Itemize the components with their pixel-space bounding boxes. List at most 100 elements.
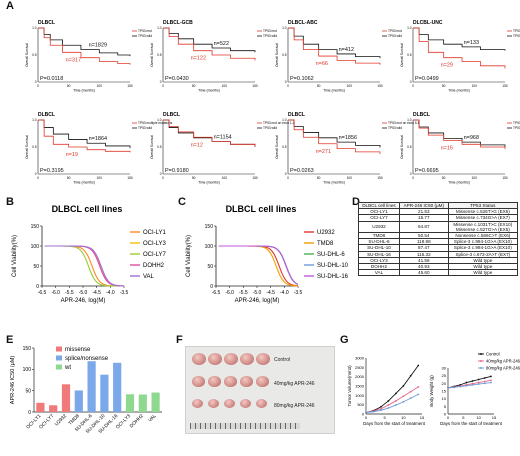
table-cell: Splice-3 c.994-1G>A (EX10) xyxy=(447,244,519,252)
km-ylabel: Overall Survival xyxy=(150,43,154,67)
table-cell: OCI-LY7 xyxy=(358,214,400,222)
dose-y-tick: 100 xyxy=(31,244,40,250)
weight-point xyxy=(490,381,492,384)
km-n-wild: n=968 xyxy=(464,135,479,141)
weight-point xyxy=(465,384,468,387)
weight-point xyxy=(477,378,480,381)
bar-y-tick: 150 xyxy=(23,346,32,352)
km-legend-wild: TP53 wild xyxy=(513,126,520,130)
weight-y-tick: 0 xyxy=(444,412,447,417)
growth-legend-dot-1 xyxy=(480,360,482,362)
table-cell: SU-DHL-10 xyxy=(358,244,400,252)
table-row: TMD8 50.54 Nonsense c.586C>T (EX6) xyxy=(358,231,519,240)
tumor-ylabel: Tumor Volume(mm3) xyxy=(347,365,352,407)
weight-line-0 xyxy=(447,375,492,389)
km-x-tick: 150 xyxy=(127,84,133,88)
bar-oci-ly1 xyxy=(36,402,45,412)
km-x-tick: 100 xyxy=(472,84,478,88)
km-title: DLBCL xyxy=(38,112,55,118)
table-row: OCI-LY1 21.53 Missense c.526T>G (EX5) xyxy=(358,208,519,216)
panel-label-g: G xyxy=(340,334,349,346)
dose-x-tick: -4.5 xyxy=(92,290,101,296)
km-x-tick: 50 xyxy=(442,176,446,180)
bar-x-tick: VAL xyxy=(147,413,158,424)
tumor-point xyxy=(380,407,382,410)
tumor-sample xyxy=(192,399,203,408)
km-ylabel: Overall Survival xyxy=(400,43,404,67)
km-y-tick: 0.5 xyxy=(407,145,412,149)
dose-legend-0: U2932 xyxy=(317,230,335,236)
panel-label-f: F xyxy=(176,334,183,346)
km-mut-curve xyxy=(38,27,131,65)
km-ylabel: Overall Survival xyxy=(275,43,279,67)
tumor-line-2 xyxy=(365,393,419,413)
table-cell: DOHH2 xyxy=(358,263,400,271)
km-title: DLBCL xyxy=(288,112,305,118)
tumor-xlabel: Days from the start of treatment xyxy=(363,421,426,426)
km-xlabel: Time (months) xyxy=(198,89,220,93)
km-ylabel: Overall Survival xyxy=(25,135,29,159)
km-title: DLBCL xyxy=(163,112,180,118)
km-title: DLBCL xyxy=(38,20,55,26)
weight-y-tick: 10 xyxy=(442,396,447,401)
tumor-sample xyxy=(256,353,270,365)
km-ylabel: Overall Survival xyxy=(400,135,404,159)
tumor-y-tick: 0 xyxy=(362,412,365,417)
weight-x-tick: 15 xyxy=(492,415,497,420)
tumor-y-tick: 1000 xyxy=(355,393,365,398)
dose-curve-2 xyxy=(44,245,124,287)
km-pvalue: P=0.9180 xyxy=(165,168,189,174)
table-cell: 45.60 xyxy=(398,269,449,277)
table-header-2: TP53 Status xyxy=(447,201,519,210)
tumor-sample xyxy=(208,376,221,387)
weight-point xyxy=(465,381,468,384)
km-y-tick: 1.0 xyxy=(32,118,37,122)
dose-x-tick: -6.5 xyxy=(38,290,47,296)
weight-point xyxy=(453,386,456,389)
km-xlabel: Time (months) xyxy=(448,89,470,93)
dose-y-tick: 100 xyxy=(205,244,214,250)
km-legend-wild: TP53 wild xyxy=(388,34,402,38)
weight-y-tick: 15 xyxy=(442,389,447,394)
tumor-point xyxy=(380,409,382,412)
dose-response-b: DLBCL cell lines -6.5 -6.0 -5.5 -5.0 -4.5 -4.0… xyxy=(12,204,167,304)
dose-x-tick: -4.5 xyxy=(266,290,275,296)
tumor-sample xyxy=(192,353,206,365)
table-cell: Nonsense c.586C>T (EX6) xyxy=(447,231,519,240)
km-mut-curve xyxy=(413,119,506,150)
weight-point xyxy=(477,381,480,384)
tumor-point xyxy=(402,385,405,387)
km-title: DLCBL-UNC xyxy=(413,20,443,26)
bar-oci-ly7 xyxy=(49,405,58,412)
km-n-wild: n=522 xyxy=(214,41,229,47)
km-ylabel: Overall Survival xyxy=(150,135,154,159)
weight-point xyxy=(483,380,486,383)
ic50-table: DLBCL cell lines APR-246 IC50 (μM) TP53 St… xyxy=(358,201,519,277)
km-y-tick: 0.5 xyxy=(282,145,287,149)
dose-response-c: DLBCL cell lines -6.5 -6.0 -5.5 -5.0 -4.5 -4.0… xyxy=(186,204,349,304)
table-row: SU-DHL-16 115.32 Splice-3 c.673-2A>T (EX7) xyxy=(358,250,519,258)
km-n-mut: n=15 xyxy=(441,146,453,152)
km-legend-wild: TP53 wild xyxy=(263,34,277,38)
km-x-tick: 150 xyxy=(127,176,133,180)
km-n-wild: n=133 xyxy=(464,40,479,46)
km-y-tick: 0 xyxy=(35,172,37,176)
km-x-tick: 100 xyxy=(347,176,353,180)
table-cell: TMD8 xyxy=(358,231,400,240)
km-pvalue: P=0.0499 xyxy=(415,76,439,82)
km-xlabel: Time (months) xyxy=(198,181,220,185)
km-x-tick: 0 xyxy=(412,176,414,180)
tumor-photo: Control 40mg/kg APR-246 80mg/kg APR-246 xyxy=(185,346,335,434)
km-x-tick: 100 xyxy=(97,176,103,180)
dose-x-tick: -6.0 xyxy=(51,290,60,296)
tumor-y-tick: 500 xyxy=(357,402,364,407)
dose-legend-2: SU-DHL-6 xyxy=(317,252,345,258)
km-plot-1: DLBCL-GCB 0 50 100 150 0 0.5 1.0 Time (months) Ov… xyxy=(150,20,277,93)
km-x-tick: 0 xyxy=(162,176,164,180)
weight-x-tick: 5 xyxy=(462,415,465,420)
tumor-point xyxy=(394,392,397,395)
km-legend-wild: TP53 wild xyxy=(513,34,520,38)
km-legend-mut: TP53 mut xyxy=(138,29,152,33)
tumor-sample xyxy=(208,399,219,408)
